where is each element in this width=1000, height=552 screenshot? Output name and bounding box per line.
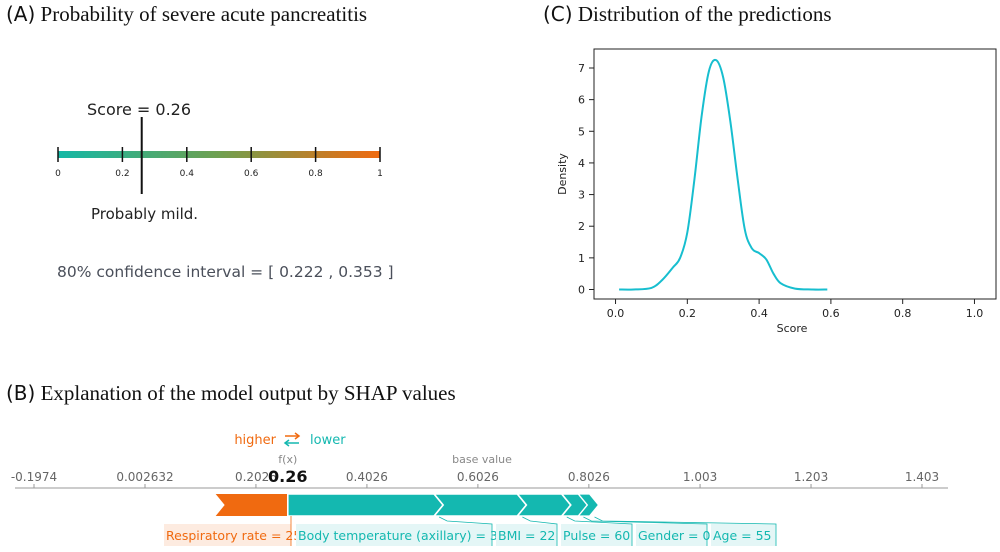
y-axis-label: Density — [556, 153, 569, 195]
score-label: Score = 0.26 — [87, 100, 191, 119]
shap-axis-tick-label: 0.2026 — [235, 470, 277, 484]
panel-a-letter: (A) — [6, 2, 36, 26]
shap-bar-lower — [286, 493, 445, 517]
shap-axis-tick-label: 0.4026 — [346, 470, 388, 484]
panel-b-heading: (B) Explanation of the model output by S… — [6, 381, 456, 406]
panel-a-title: Probability of severe acute pancreatitis — [40, 2, 368, 26]
panel-b-title: Explanation of the model output by SHAP … — [40, 381, 456, 405]
shap-bar-lower — [577, 493, 600, 517]
shap-feature-label: BMI = 22 — [498, 528, 555, 543]
shap-bar-higher — [215, 494, 288, 516]
shap-axis-ticks: -0.1974 0.002632 0.2026 0.4026 0.6026 0.8026 1… — [11, 470, 939, 488]
y-tick-label: 7 — [578, 62, 585, 75]
direction-arrows-icon — [283, 432, 301, 447]
panel-c-heading: (C) Distribution of the predictions — [543, 2, 832, 27]
gauge-bar — [58, 151, 380, 158]
y-tick-label: 6 — [578, 94, 585, 107]
panel-b-letter: (B) — [6, 381, 36, 405]
shap-axis-tick-label: 1.403 — [905, 470, 939, 484]
shap-label-bg — [711, 524, 776, 546]
y-tick-label: 0 — [578, 284, 585, 297]
shap-label-connector — [594, 516, 777, 546]
gauge-tick-label: 0.2 — [115, 169, 129, 179]
base-value-label: base value — [452, 453, 512, 466]
gauge-ticks: 0 0.2 0.4 0.6 0.8 1 — [55, 147, 383, 179]
shap-feature-bars — [215, 493, 600, 517]
x-tick-label: 0.2 — [679, 307, 697, 320]
x-tick-label: 0.6 — [822, 307, 840, 320]
shap-feature-label: Age = 55 — [713, 528, 772, 543]
shap-label-bg — [636, 524, 707, 546]
x-tick-label: 1.0 — [966, 307, 984, 320]
shap-feature-label: Gender = 0 — [638, 528, 710, 543]
x-ticks: 0.0 0.2 0.4 0.6 0.8 1.0 — [607, 299, 983, 320]
shap-axis-tick-label: 0.8026 — [568, 470, 610, 484]
y-tick-label: 5 — [578, 125, 585, 138]
shap-label-bg — [296, 524, 492, 546]
plot-frame — [593, 48, 997, 300]
gauge-tick-label: 0.4 — [180, 169, 195, 179]
gauge-tick-label: 0.6 — [244, 169, 259, 179]
shap-axis-tick-label: -0.1974 — [11, 470, 57, 484]
x-axis-label: Score — [777, 322, 808, 335]
lower-label: lower — [310, 433, 346, 448]
gauge-tick-label: 0 — [55, 169, 61, 179]
shap-feature-label: Body temperature (axillary) = 37 — [298, 528, 506, 543]
shap-label-bg — [496, 524, 557, 546]
shap-axis-tick-label: 0.002632 — [116, 470, 173, 484]
fx-value: 0.26 — [268, 467, 307, 486]
shap-bar-lower — [432, 493, 528, 517]
verdict-text: Probably mild. — [91, 205, 198, 223]
density-chart: 0.0 0.2 0.4 0.6 0.8 1.0 0 1 2 3 4 5 6 7 Score Densit… — [556, 48, 997, 335]
panel-c-letter: (C) — [543, 2, 573, 26]
panel-a-heading: (A) Probability of severe acute pancreat… — [6, 2, 367, 27]
shap-label-connector — [438, 516, 493, 546]
shap-label-connector — [566, 516, 633, 546]
shap-axis-tick-label: 1.203 — [794, 470, 828, 484]
panel-c-title: Distribution of the predictions — [577, 2, 832, 26]
score-gauge: Score = 0.26 0 0.2 0.4 0.6 0.8 1 Probably mil… — [55, 100, 394, 281]
x-tick-label: 0.8 — [894, 307, 912, 320]
shap-label-bg — [561, 524, 632, 546]
shap-label-bg — [164, 524, 291, 546]
fx-label: f(x) — [278, 453, 297, 466]
confidence-interval: 80% confidence interval = [ 0.222 , 0.35… — [57, 263, 394, 281]
x-tick-label: 0.4 — [750, 307, 768, 320]
gauge-tick-label: 1 — [377, 169, 383, 179]
shap-bar-lower — [515, 493, 572, 517]
density-curve — [619, 58, 828, 291]
shap-axis-tick-label: 0.6026 — [457, 470, 499, 484]
y-tick-label: 2 — [578, 220, 585, 233]
shap-label-connector — [583, 516, 708, 546]
y-ticks: 0 1 2 3 4 5 6 7 — [578, 62, 594, 297]
y-tick-label: 3 — [578, 189, 585, 202]
shap-label-connector — [522, 516, 558, 546]
x-tick-label: 0.0 — [607, 307, 625, 320]
shap-feature-label: Pulse = 60 — [563, 528, 630, 543]
y-tick-label: 1 — [578, 252, 585, 265]
shap-feature-label: Respiratory rate = 25 — [166, 528, 301, 543]
gauge-tick-label: 0.8 — [308, 169, 323, 179]
shap-axis-tick-label: 1.003 — [683, 470, 717, 484]
higher-label: higher — [234, 433, 276, 448]
y-tick-label: 4 — [578, 157, 585, 170]
